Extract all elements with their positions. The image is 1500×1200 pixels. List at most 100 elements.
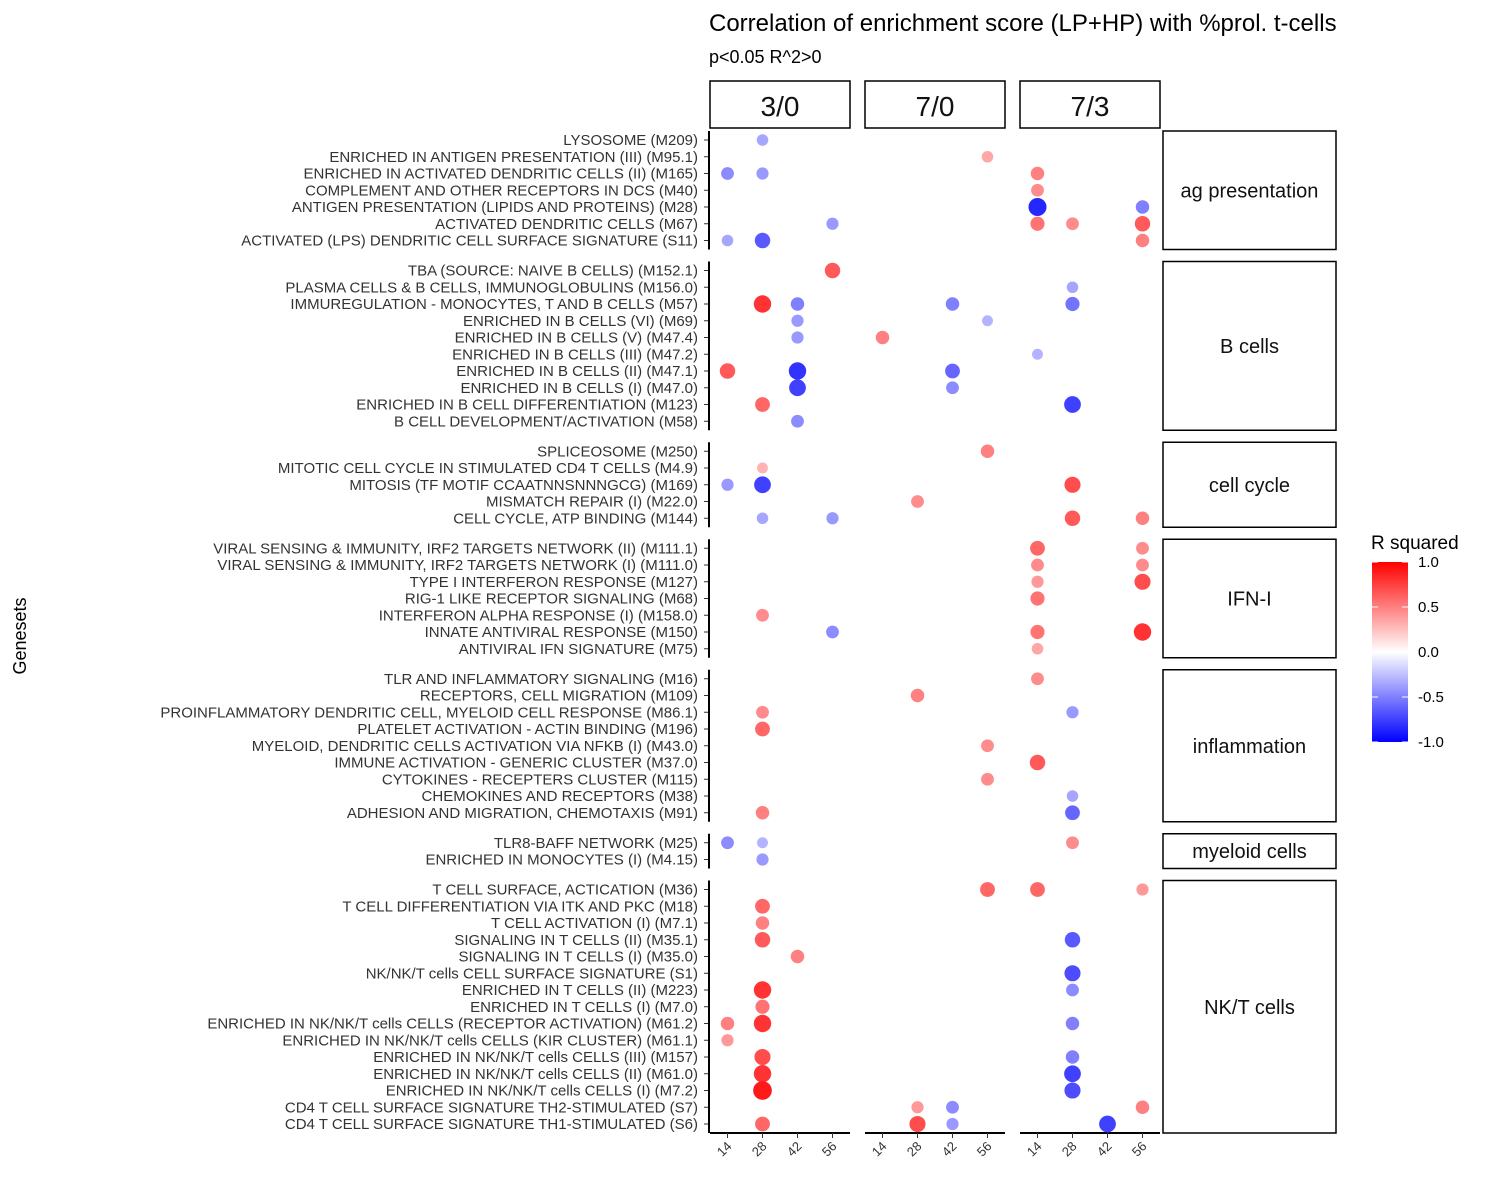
group-strip bbox=[1162, 833, 1337, 870]
geneset-label: INNATE ANTIVIRAL RESPONSE (M150) bbox=[425, 624, 698, 641]
data-point bbox=[826, 625, 839, 639]
data-point bbox=[755, 999, 770, 1014]
data-point bbox=[721, 478, 734, 491]
data-point bbox=[789, 379, 806, 397]
geneset-label: RIG-1 LIKE RECEPTOR SIGNALING (M68) bbox=[405, 591, 698, 608]
data-point bbox=[757, 462, 768, 474]
geneset-label: INTERFERON ALPHA RESPONSE (I) (M158.0) bbox=[379, 607, 698, 624]
data-point bbox=[754, 1048, 771, 1066]
facet-strip bbox=[1019, 80, 1161, 129]
group-strip-label: ag presentation bbox=[1181, 180, 1319, 202]
legend-tick-label: -0.5 bbox=[1418, 689, 1444, 706]
data-point bbox=[1065, 296, 1080, 312]
data-point bbox=[1031, 183, 1044, 197]
data-point bbox=[1065, 1050, 1080, 1064]
geneset-label: PLASMA CELLS & B CELLS, IMMUNOGLOBULINS … bbox=[285, 279, 698, 296]
geneset-label: PROINFLAMMATORY DENDRITIC CELL, MYELOID … bbox=[160, 704, 698, 721]
data-point bbox=[946, 1117, 959, 1131]
geneset-label: RECEPTORS, CELL MIGRATION (M109) bbox=[420, 688, 698, 705]
data-point bbox=[1136, 541, 1149, 555]
data-point bbox=[1030, 216, 1045, 231]
data-point bbox=[754, 232, 771, 249]
geneset-label: CHEMOKINES AND RECEPTORS (M38) bbox=[422, 788, 698, 805]
legend-title: R squared bbox=[1371, 533, 1459, 554]
data-point bbox=[1133, 623, 1152, 641]
data-point bbox=[826, 217, 839, 230]
x-tick-label: 14 bbox=[714, 1139, 735, 1160]
geneset-label: CD4 T CELL SURFACE SIGNATURE TH2-STIMULA… bbox=[285, 1099, 698, 1116]
x-tick-label: 42 bbox=[1094, 1139, 1115, 1160]
group-strip bbox=[1162, 538, 1337, 659]
data-point bbox=[757, 837, 768, 849]
data-point bbox=[1066, 790, 1079, 802]
data-point bbox=[1064, 1082, 1081, 1099]
group-strip-label: inflammation bbox=[1193, 736, 1306, 758]
geneset-label: VIRAL SENSING & IMMUNITY, IRF2 TARGETS N… bbox=[213, 540, 698, 557]
data-point bbox=[721, 234, 734, 247]
geneset-label: SIGNALING IN T CELLS (I) (M35.0) bbox=[458, 949, 698, 966]
x-tick-label: 56 bbox=[1129, 1139, 1150, 1160]
geneset-label: VIRAL SENSING & IMMUNITY, IRF2 TARGETS N… bbox=[217, 557, 698, 574]
data-point bbox=[980, 444, 995, 458]
geneset-label: CELL CYCLE, ATP BINDING (M144) bbox=[453, 510, 698, 527]
data-point bbox=[1032, 348, 1043, 360]
geneset-label: ENRICHED IN NK/NK/T cells CELLS (I) (M7.… bbox=[386, 1083, 698, 1100]
data-point bbox=[875, 330, 890, 345]
chart-subtitle: p<0.05 R^2>0 bbox=[709, 47, 822, 67]
geneset-label: ENRICHED IN B CELLS (II) (M47.1) bbox=[456, 363, 698, 380]
facet-strip bbox=[864, 80, 1006, 129]
geneset-label: ENRICHED IN B CELLS (III) (M47.2) bbox=[452, 346, 698, 363]
geneset-label: CYTOKINES - RECEPTERS CLUSTER (M115) bbox=[382, 771, 698, 788]
data-point bbox=[1030, 166, 1045, 181]
data-point bbox=[753, 1014, 772, 1033]
data-point bbox=[1031, 558, 1044, 572]
data-point bbox=[790, 949, 805, 964]
data-point bbox=[945, 363, 960, 379]
data-point bbox=[1136, 558, 1149, 572]
data-point bbox=[1135, 511, 1150, 525]
group-strip bbox=[1162, 130, 1337, 251]
geneset-label: SPLICEOSOME (M250) bbox=[537, 443, 698, 460]
data-point bbox=[1135, 1100, 1150, 1114]
data-point bbox=[982, 315, 993, 327]
data-point bbox=[754, 476, 771, 494]
geneset-label: MITOSIS (TF MOTIF CCAATNNSNNNGCG) (M169) bbox=[349, 477, 698, 494]
group-strip-label: B cells bbox=[1220, 336, 1279, 358]
data-point bbox=[755, 1116, 770, 1132]
legend-tick-label: 0.0 bbox=[1418, 644, 1439, 661]
data-point bbox=[1064, 476, 1081, 493]
data-point bbox=[826, 512, 839, 525]
data-point bbox=[721, 167, 734, 180]
group-strip-label: cell cycle bbox=[1209, 475, 1290, 497]
geneset-label: T CELL SURFACE, ACTICATION (M36) bbox=[432, 882, 698, 899]
facet-strip bbox=[709, 80, 851, 129]
data-point bbox=[721, 836, 734, 850]
data-point bbox=[788, 362, 807, 380]
data-point bbox=[946, 381, 959, 395]
data-point bbox=[1030, 624, 1045, 640]
geneset-label: LYSOSOME (M209) bbox=[563, 132, 698, 149]
data-point bbox=[756, 705, 769, 719]
geneset-label: CD4 T CELL SURFACE SIGNATURE TH1-STIMULA… bbox=[285, 1116, 698, 1133]
geneset-label: B CELL DEVELOPMENT/ACTIVATION (M58) bbox=[394, 413, 698, 430]
geneset-label: TYPE I INTERFERON RESPONSE (M127) bbox=[410, 574, 698, 591]
geneset-label: MISMATCH REPAIR (I) (M22.0) bbox=[486, 494, 698, 511]
geneset-label: ACTIVATED (LPS) DENDRITIC CELL SURFACE S… bbox=[241, 233, 698, 250]
geneset-label: ENRICHED IN NK/NK/T cells CELLS (II) (M6… bbox=[373, 1066, 698, 1083]
data-point bbox=[981, 739, 994, 753]
data-point bbox=[755, 397, 770, 412]
data-point bbox=[1028, 197, 1047, 217]
data-point bbox=[1031, 575, 1044, 588]
x-tick-label: 28 bbox=[749, 1139, 770, 1160]
x-tick-label: 14 bbox=[869, 1139, 890, 1160]
data-point bbox=[946, 1100, 959, 1114]
data-point bbox=[753, 1081, 772, 1100]
data-point bbox=[1030, 882, 1045, 897]
data-point bbox=[909, 1115, 926, 1133]
group-strip bbox=[1162, 879, 1337, 1134]
x-tick-label: 28 bbox=[1059, 1139, 1080, 1160]
data-point bbox=[754, 932, 771, 948]
data-point bbox=[756, 608, 769, 622]
geneset-label: ENRICHED IN NK/NK/T cells CELLS (RECEPTO… bbox=[207, 1016, 698, 1033]
